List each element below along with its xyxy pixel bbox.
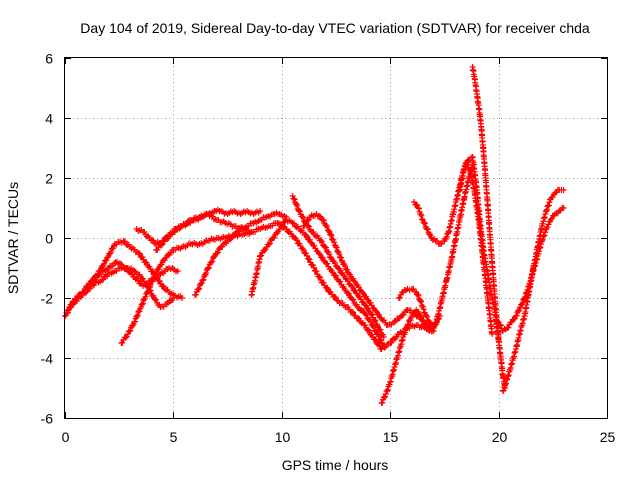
y-axis-label: SDTVAR / TECUs [5,182,21,294]
series-sat-track-09 [289,193,387,340]
y-tick-label: -4 [41,351,54,367]
marker-path [192,209,290,298]
x-tick-label: 15 [383,429,399,445]
plot-frame [64,57,608,419]
y-tick-label: 4 [45,111,53,127]
y-tick-label: -6 [41,411,54,427]
series-sat-track-12 [395,285,437,331]
x-tick-label: 0 [62,429,70,445]
y-tick-label: -2 [41,291,54,307]
y-tick-label: 2 [45,171,53,187]
series-sat-track-04 [118,219,437,352]
marker-path [248,217,387,349]
axis-ticks: 0 5 10 15 20 25 -6 -4 -2 0 2 4 6 [41,51,616,446]
chart-title: Day 104 of 2019, Sidereal Day-to-day VTE… [80,20,590,36]
data-marks [62,64,567,406]
x-tick-label: 25 [600,429,616,445]
x-axis-label: GPS time / hours [282,457,389,473]
series-sat-track-15 [469,64,502,340]
marker-path [469,64,502,340]
marker-path [499,186,567,394]
series-sat-track-11 [378,163,476,406]
marker-path [378,163,476,406]
marker-path [395,285,437,331]
series-sat-track-08 [248,217,387,349]
x-tick-label: 5 [170,429,178,445]
y-tick-label: 0 [45,231,53,247]
grid-lines [65,58,607,418]
marker-path [289,193,387,340]
series-sat-track-17 [499,186,567,394]
x-tick-label: 10 [275,429,291,445]
x-tick-label: 20 [492,429,508,445]
marker-path [118,219,437,352]
series-sat-track-07 [192,209,290,298]
y-tick-label: 6 [45,51,53,67]
